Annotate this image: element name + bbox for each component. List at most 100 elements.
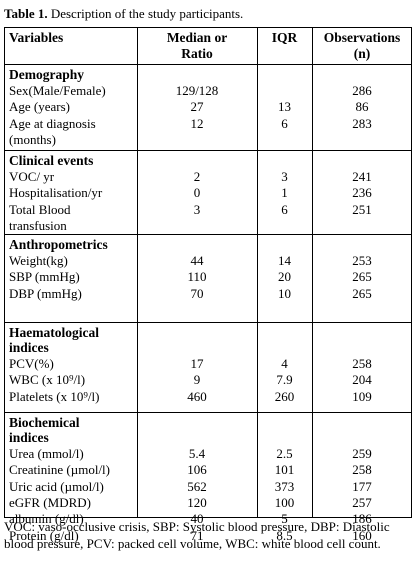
cell-iqr: 1 [281, 185, 288, 201]
group-title: Biochemical [9, 415, 80, 430]
header-observations-line1: Observations [323, 30, 401, 45]
cell-median: 70 [190, 285, 204, 301]
table-row: Hospitalisation/yr 0 1 236 [5, 185, 411, 201]
cell-median: 2 [193, 169, 201, 184]
participants-table: Variables Median or Ratio IQR Observatio… [4, 27, 412, 543]
cell-iqr: 13 [278, 99, 291, 115]
cell-variable: Total Blood [9, 201, 71, 217]
cell-observations: 259 [352, 446, 372, 461]
cell-variable: Urea (mmol/l) [9, 446, 84, 461]
cell-iqr: 101 [274, 462, 295, 478]
table-row: Urea (mmol/l) 5.4 2.5 259 [5, 446, 411, 462]
cell-variable: albumin (g/dl) [9, 511, 84, 527]
cell-iqr: 10 [278, 285, 291, 301]
table-row: transfusion [5, 218, 411, 234]
cell-median: 460 [187, 388, 207, 404]
cell-variable: Sex(Male/Female) [9, 83, 106, 98]
cell-median: 27 [190, 99, 204, 115]
cell-variable: WBC (x 10⁹/l) [9, 372, 86, 388]
cell-observations: 258 [352, 462, 372, 478]
cell-observations: 186 [352, 511, 372, 527]
cell-variable: Age at diagnosis [9, 115, 96, 131]
group-title: Anthropometrics [9, 237, 108, 252]
cell-median: 40 [190, 511, 204, 527]
table-row: Platelets (x 10⁹/l) 460 260 109 [5, 389, 411, 405]
cell-variable: Weight(kg) [9, 253, 68, 268]
table-group: Biochemical indices Urea (mmol/l) 5.4 2.5 259… [5, 413, 411, 543]
table-row: Total Blood 3 6 251 [5, 202, 411, 218]
cell-median: 562 [187, 478, 207, 494]
cell-variable: Platelets (x 10⁹/l) [9, 388, 100, 404]
cell-observations: 286 [352, 83, 372, 98]
cell-median: 0 [193, 185, 201, 201]
cell-median: 12 [190, 115, 204, 131]
table-row: Age at diagnosis 12 6 283 [5, 116, 411, 132]
cell-variable: Age (years) [9, 99, 70, 115]
cell-variable: SBP (mmHg) [9, 269, 80, 285]
cell-observations: 251 [352, 201, 372, 217]
table-row: albumin (g/dl) 40 5 186 [5, 511, 411, 527]
cell-median: 129/128 [175, 83, 219, 98]
table-row: Uric acid (µmol/l) 562 373 177 [5, 479, 411, 495]
table-header-row: Variables Median or Ratio IQR Observatio… [5, 28, 411, 65]
cell-iqr: 8.5 [276, 527, 293, 543]
cell-median: 106 [187, 462, 207, 478]
header-median-line1: Median or [166, 30, 228, 45]
cell-iqr: 373 [274, 478, 295, 494]
table-caption-label: Table 1. [4, 6, 48, 21]
table-caption-text: Description of the study participants. [47, 6, 244, 21]
table-group: Clinical events VOC/ yr 2 3 241 Hospitalisati… [5, 151, 411, 235]
header-median: Median or Ratio [137, 30, 257, 62]
group-title: Haematological [9, 325, 99, 340]
table-row: eGFR (MDRD) 120 100 257 [5, 495, 411, 511]
cell-iqr: 4 [281, 356, 288, 371]
cell-observations: 160 [352, 527, 372, 543]
table-row: SBP (mmHg) 110 20 265 [5, 269, 411, 285]
cell-median: 110 [187, 269, 207, 285]
cell-variable: (months) [9, 131, 56, 147]
cell-iqr: 20 [278, 269, 291, 285]
cell-variable: Hospitalisation/yr [9, 185, 103, 201]
cell-observations: 204 [352, 372, 372, 388]
cell-variable: DBP (mmHg) [9, 285, 82, 301]
header-variables: Variables [9, 30, 64, 45]
cell-median: 44 [190, 253, 204, 268]
cell-iqr: 7.9 [276, 372, 293, 388]
cell-observations: 265 [352, 285, 372, 301]
cell-variable: transfusion [9, 217, 67, 233]
cell-iqr: 2.5 [276, 446, 293, 461]
group-title: indices [9, 430, 49, 445]
cell-variable: VOC/ yr [9, 169, 55, 184]
table-row: WBC (x 10⁹/l) 9 7.9 204 [5, 372, 411, 388]
group-title: Demography [9, 67, 84, 82]
cell-median: 5.4 [188, 446, 206, 461]
header-observations-line2: (n) [353, 46, 371, 61]
cell-observations: 177 [352, 478, 372, 494]
cell-iqr: 260 [274, 388, 295, 404]
cell-median: 3 [193, 201, 201, 217]
column-divider [137, 28, 138, 517]
column-divider [312, 28, 313, 517]
table-caption: Table 1. Description of the study partic… [4, 6, 243, 22]
cell-variable: Protein (g/dl) [9, 527, 79, 543]
cell-variable: Uric acid (µmol/l) [9, 478, 104, 494]
cell-observations: 236 [352, 185, 372, 201]
table-row: Creatinine (µmol/l) 106 101 258 [5, 462, 411, 478]
table-row: Protein (g/dl) 71 8.5 160 [5, 528, 411, 544]
cell-variable: eGFR (MDRD) [9, 494, 91, 510]
cell-variable: PCV(%) [9, 356, 54, 371]
cell-median: 17 [190, 356, 204, 371]
header-observations: Observations (n) [312, 30, 412, 62]
cell-variable: Creatinine (µmol/l) [9, 462, 110, 478]
cell-iqr: 6 [281, 115, 288, 131]
cell-iqr: 5 [281, 511, 288, 527]
header-median-line2: Ratio [181, 46, 213, 61]
cell-median: 120 [187, 494, 207, 510]
cell-iqr: 14 [278, 253, 291, 268]
cell-observations: 265 [352, 269, 372, 285]
cell-iqr: 100 [274, 494, 295, 510]
cell-observations: 86 [355, 99, 369, 115]
cell-median: 9 [193, 372, 201, 388]
table-group: Demography Sex(Male/Female) 129/128 286 Age … [5, 65, 411, 151]
group-title: Clinical events [9, 153, 94, 168]
